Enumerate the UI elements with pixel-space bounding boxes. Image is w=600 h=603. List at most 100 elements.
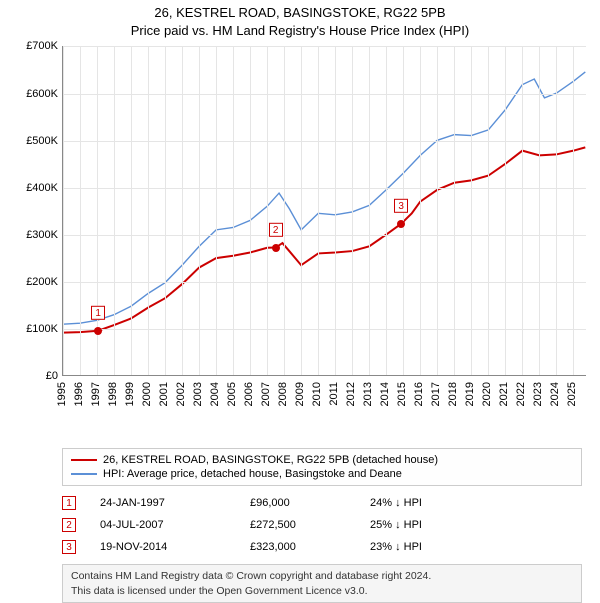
event-row: 204-JUL-2007£272,50025% ↓ HPI: [62, 514, 582, 536]
footer-line2: This data is licensed under the Open Gov…: [71, 584, 573, 598]
legend-label-hpi: HPI: Average price, detached house, Basi…: [103, 468, 402, 480]
gridline-v: [471, 46, 472, 375]
x-axis-label: 2014: [379, 382, 391, 406]
event-date: 04-JUL-2007: [100, 519, 250, 531]
gridline-h: [63, 329, 586, 330]
event-row: 1 24-JAN-1997£96,00024% ↓ HPI: [62, 492, 582, 514]
gridline-v: [182, 46, 183, 375]
gridline-v: [573, 46, 574, 375]
sale-marker-label: 3: [394, 199, 408, 213]
x-axis-label: 2000: [141, 382, 153, 406]
title-line2: Price paid vs. HM Land Registry's House …: [0, 22, 600, 40]
series-line-hpi: [63, 72, 585, 324]
x-axis-label: 2022: [515, 382, 527, 406]
event-price: £323,000: [250, 541, 370, 553]
gridline-v: [233, 46, 234, 375]
gridline-v: [80, 46, 81, 375]
gridline-v: [488, 46, 489, 375]
legend-item-price: 26, KESTREL ROAD, BASINGSTOKE, RG22 5PB …: [71, 453, 573, 467]
x-axis-label: 2020: [481, 382, 493, 406]
x-axis-label: 1996: [73, 382, 85, 406]
gridline-v: [505, 46, 506, 375]
attribution-box: Contains HM Land Registry data © Crown c…: [62, 564, 582, 602]
gridline-v: [437, 46, 438, 375]
x-axis-label: 1997: [90, 382, 102, 406]
event-diff: 23% ↓ HPI: [370, 541, 582, 553]
gridline-v: [267, 46, 268, 375]
gridline-v: [63, 46, 64, 375]
y-axis-label: £100K: [8, 323, 58, 335]
gridline-v: [386, 46, 387, 375]
x-axis-label: 2008: [277, 382, 289, 406]
x-axis-label: 2012: [345, 382, 357, 406]
x-axis-label: 2009: [294, 382, 306, 406]
events-table: 1 24-JAN-1997£96,00024% ↓ HPI 2 04-JUL-2007…: [62, 492, 582, 558]
legend-box: 26, KESTREL ROAD, BASINGSTOKE, RG22 5PB …: [62, 448, 582, 486]
gridline-v: [148, 46, 149, 375]
x-axis-label: 2024: [549, 382, 561, 406]
gridline-v: [284, 46, 285, 375]
title-line1: 26, KESTREL ROAD, BASINGSTOKE, RG22 5PB: [0, 4, 600, 22]
gridline-h: [63, 282, 586, 283]
y-axis-label: £0: [8, 370, 58, 382]
y-axis-label: £500K: [8, 135, 58, 147]
footer-line1: Contains HM Land Registry data © Crown c…: [71, 569, 573, 583]
x-axis-label: 2021: [498, 382, 510, 406]
sale-marker-dot: [94, 327, 102, 335]
sale-marker-label: 2: [269, 223, 283, 237]
gridline-v: [97, 46, 98, 375]
event-date: 24-JAN-1997: [100, 497, 250, 509]
gridline-v: [131, 46, 132, 375]
event-number-box: 1: [62, 496, 76, 510]
gridline-v: [199, 46, 200, 375]
x-axis-label: 1999: [124, 382, 136, 406]
x-axis-label: 2007: [260, 382, 272, 406]
sale-marker-label: 1: [91, 306, 105, 320]
gridline-v: [556, 46, 557, 375]
gridline-v: [250, 46, 251, 375]
gridline-h: [63, 141, 586, 142]
gridline-v: [352, 46, 353, 375]
event-number-box: 2: [62, 518, 76, 532]
gridline-v: [301, 46, 302, 375]
x-axis-label: 2013: [362, 382, 374, 406]
y-axis-label: £400K: [8, 182, 58, 194]
x-axis-label: 2005: [226, 382, 238, 406]
gridline-h: [63, 46, 586, 47]
y-axis-label: £300K: [8, 229, 58, 241]
event-date: 19-NOV-2014: [100, 541, 250, 553]
chart-title: 26, KESTREL ROAD, BASINGSTOKE, RG22 5PB …: [0, 0, 600, 40]
gridline-h: [63, 188, 586, 189]
gridline-v: [318, 46, 319, 375]
x-axis-label: 2023: [532, 382, 544, 406]
x-axis-label: 2011: [328, 382, 340, 406]
y-axis-label: £700K: [8, 40, 58, 52]
event-price: £272,500: [250, 519, 370, 531]
chart-container: 26, KESTREL ROAD, BASINGSTOKE, RG22 5PB …: [0, 0, 600, 590]
legend-label-price: 26, KESTREL ROAD, BASINGSTOKE, RG22 5PB …: [103, 454, 438, 466]
event-diff: 24% ↓ HPI: [370, 497, 582, 509]
gridline-v: [335, 46, 336, 375]
gridline-v: [420, 46, 421, 375]
event-price: £96,000: [250, 497, 370, 509]
gridline-v: [165, 46, 166, 375]
plot-area: 1 2 3: [62, 46, 586, 376]
x-axis-label: 2017: [430, 382, 442, 406]
x-axis-label: 2015: [396, 382, 408, 406]
sale-marker-dot: [272, 244, 280, 252]
event-row: 3 19-NOV-2014£323,00023% ↓ HPI: [62, 536, 582, 558]
x-axis-label: 2002: [175, 382, 187, 406]
x-axis-label: 2018: [447, 382, 459, 406]
x-axis-label: 2016: [413, 382, 425, 406]
legend-item-hpi: HPI: Average price, detached house, Basi…: [71, 467, 573, 481]
x-axis-label: 2003: [192, 382, 204, 406]
gridline-v: [369, 46, 370, 375]
sale-marker-dot: [397, 220, 405, 228]
gridline-v: [522, 46, 523, 375]
gridline-v: [454, 46, 455, 375]
event-number-box: 3: [62, 540, 76, 554]
x-axis-label: 1998: [107, 382, 119, 406]
legend-swatch-hpi: [71, 473, 97, 475]
gridline-h: [63, 94, 586, 95]
series-line-price_paid: [63, 148, 585, 333]
